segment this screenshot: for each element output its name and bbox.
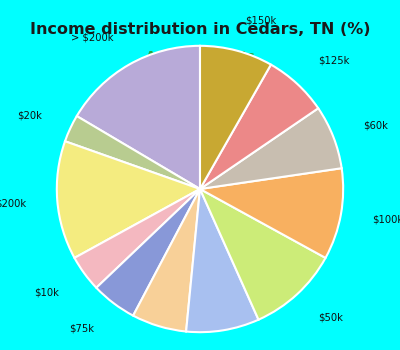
Text: $150k: $150k: [245, 15, 276, 25]
Text: $75k: $75k: [70, 323, 94, 333]
Wedge shape: [96, 189, 200, 316]
Text: $100k: $100k: [372, 215, 400, 225]
Text: $60k: $60k: [363, 120, 388, 131]
Text: > $200k: > $200k: [71, 32, 114, 42]
Text: $20k: $20k: [17, 110, 42, 120]
Wedge shape: [65, 116, 200, 189]
Wedge shape: [200, 168, 343, 258]
Wedge shape: [133, 189, 200, 331]
Text: Income distribution in Cedars, TN (%): Income distribution in Cedars, TN (%): [30, 22, 370, 36]
Text: $125k: $125k: [318, 56, 350, 65]
Text: $50k: $50k: [318, 313, 343, 322]
Wedge shape: [200, 189, 326, 320]
Text: Asian residents: Asian residents: [146, 50, 254, 63]
Wedge shape: [200, 108, 342, 189]
Wedge shape: [74, 189, 200, 288]
Text: $200k: $200k: [0, 198, 26, 208]
Wedge shape: [186, 189, 258, 332]
Text: City-Data.com: City-Data.com: [260, 110, 324, 119]
Wedge shape: [57, 141, 200, 258]
Wedge shape: [77, 46, 200, 189]
Text: $10k: $10k: [34, 287, 59, 297]
Wedge shape: [200, 46, 271, 189]
Wedge shape: [200, 65, 318, 189]
